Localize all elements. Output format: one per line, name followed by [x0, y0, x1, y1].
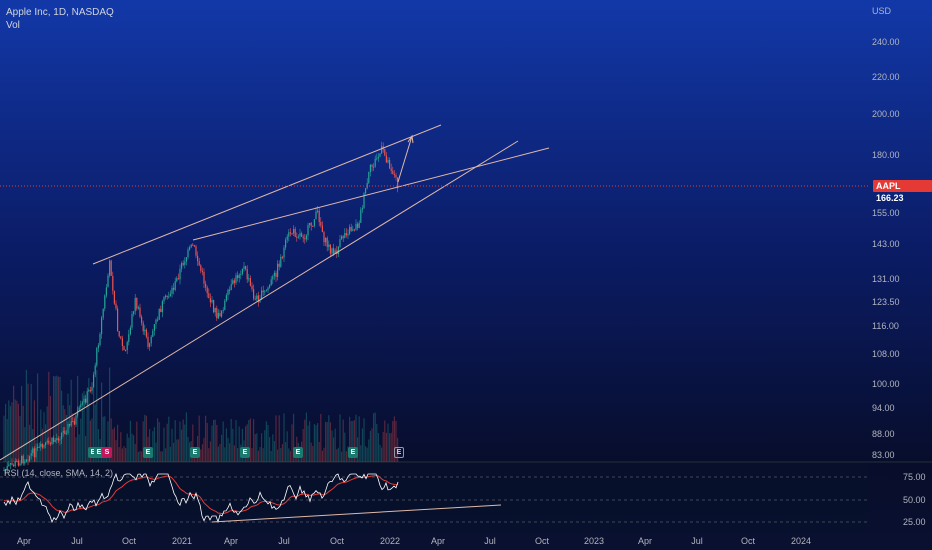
price-tick-label: 88.00	[872, 429, 895, 439]
price-tick-label: 100.00	[872, 379, 900, 389]
chart-legend[interactable]: Apple Inc, 1D, NASDAQ Vol	[6, 6, 114, 32]
symbol-title[interactable]: Apple Inc, 1D, NASDAQ	[6, 7, 114, 18]
earnings-marker[interactable]: E	[143, 447, 153, 458]
price-tick-label: 220.00	[872, 72, 900, 82]
price-tick-label: 155.00	[872, 208, 900, 218]
rsi-tick-label: 75.00	[903, 472, 926, 482]
trendline[interactable]	[0, 140, 519, 461]
trendlines[interactable]	[0, 124, 550, 461]
earnings-marker[interactable]: E	[348, 447, 358, 458]
time-tick-label: Oct	[740, 536, 756, 546]
last-price-tag: AAPL 166.23	[873, 180, 932, 203]
last-price-symbol: AAPL	[876, 181, 901, 191]
arrow-head	[407, 134, 414, 144]
price-tick-label: 116.00	[872, 321, 899, 331]
price-tick-label: 123.50	[872, 297, 900, 307]
price-tick-label: 200.00	[872, 109, 900, 119]
trendline[interactable]	[92, 124, 442, 265]
time-tick-label: 2024	[790, 536, 812, 546]
time-tick-label: Apr	[637, 536, 653, 546]
earnings-marker[interactable]: E	[94, 447, 104, 458]
earnings-marker[interactable]: E	[88, 447, 98, 458]
time-tick-label: Apr	[223, 536, 239, 546]
price-candles	[3, 141, 399, 475]
time-tick-label: Oct	[121, 536, 137, 546]
price-tick-label: 240.00	[872, 37, 900, 47]
earnings-marker[interactable]: E	[190, 447, 200, 458]
time-tick-label: Apr	[16, 536, 32, 546]
rsi-pane	[0, 472, 868, 524]
rsi-legend[interactable]: RSI (14, close, SMA, 14, 2)	[4, 468, 114, 478]
earnings-marker[interactable]: E	[394, 447, 404, 458]
rsi-tick-label: 50.00	[903, 495, 926, 505]
rsi-tick-label: 25.00	[903, 517, 926, 527]
time-tick-label: Jul	[691, 536, 703, 546]
time-tick-label: Jul	[484, 536, 496, 546]
trendline[interactable]	[192, 147, 550, 241]
price-axis[interactable]: USD 240.00 220.00 200.00 180.00 155.00 143.00…	[868, 0, 932, 532]
time-tick-label: Oct	[534, 536, 550, 546]
price-tick-label: 108.00	[872, 349, 900, 359]
earnings-marker[interactable]: E	[293, 447, 303, 458]
time-tick-label: Oct	[329, 536, 345, 546]
price-tick-label: 143.00	[872, 239, 900, 249]
price-tick-label: 94.00	[872, 403, 895, 413]
split-marker[interactable]: S	[102, 447, 112, 458]
time-tick-label: 2022	[379, 536, 401, 546]
price-tick-label: 180.00	[872, 150, 900, 160]
price-tick-label: 131.00	[872, 274, 900, 284]
currency-label: USD	[872, 6, 892, 16]
price-tick-label: 83.00	[872, 450, 895, 460]
last-price-value: 166.23	[876, 193, 904, 203]
time-tick-label: 2021	[171, 536, 193, 546]
time-tick-label: Apr	[430, 536, 446, 546]
time-tick-label: Jul	[278, 536, 290, 546]
time-tick-label: Jul	[71, 536, 83, 546]
earnings-marker[interactable]: E	[240, 447, 250, 458]
volume-label[interactable]: Vol	[6, 20, 20, 31]
trendline[interactable]	[397, 135, 413, 183]
time-tick-label: 2023	[583, 536, 605, 546]
